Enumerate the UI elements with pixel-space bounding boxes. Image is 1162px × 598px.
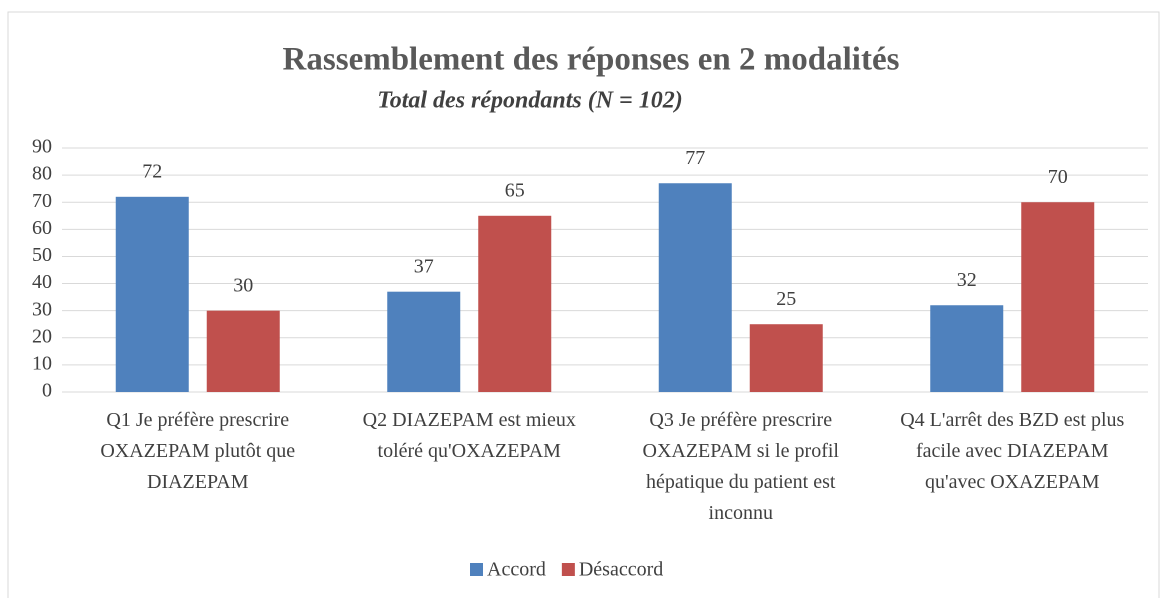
data-label: 77	[685, 147, 705, 169]
legend-label: Accord	[487, 559, 546, 581]
bar	[1021, 202, 1095, 392]
y-tick-label: 0	[42, 380, 52, 402]
bar	[930, 305, 1004, 392]
x-tick-label: Q1 Je préfère prescrire OXAZEPAM plutôt …	[100, 409, 296, 493]
y-tick-label: 10	[32, 352, 52, 374]
y-tick-label: 90	[32, 136, 52, 158]
chart-border	[7, 11, 1160, 598]
data-label: 70	[1048, 166, 1068, 188]
y-tick-label: 40	[32, 271, 52, 293]
legend-swatch	[561, 563, 575, 576]
bar	[115, 196, 189, 392]
data-label: 65	[505, 179, 525, 201]
data-label: 30	[233, 274, 253, 296]
x-tick-label: Q4 L'arrêt des BZD est plus facile avec …	[900, 409, 1125, 493]
data-label: 25	[776, 288, 796, 310]
y-tick-label: 80	[32, 163, 52, 185]
data-label: 37	[414, 255, 434, 277]
y-tick-label: 50	[32, 244, 52, 266]
x-tick-label: Q2 DIAZEPAM est mieux toléré qu'OXAZEPAM	[362, 409, 576, 462]
y-tick-label: 60	[32, 217, 52, 239]
chart-subtitle: Total des répondants (N = 102)	[377, 88, 682, 114]
legend-label: Désaccord	[579, 559, 663, 581]
bar	[749, 324, 823, 392]
chart-title: Rassemblement des réponses en 2 modalité…	[283, 42, 900, 78]
y-tick-label: 20	[32, 325, 52, 347]
bar	[478, 215, 552, 392]
y-tick-label: 30	[32, 298, 52, 320]
bar	[658, 183, 732, 392]
legend-swatch	[470, 563, 483, 576]
bar	[387, 291, 461, 392]
bar	[206, 310, 280, 392]
x-tick-label: Q3 Je préfère prescrire OXAZEPAM si le p…	[642, 409, 839, 524]
data-label: 32	[957, 269, 977, 291]
data-label: 72	[142, 160, 162, 182]
y-tick-label: 70	[32, 190, 52, 212]
